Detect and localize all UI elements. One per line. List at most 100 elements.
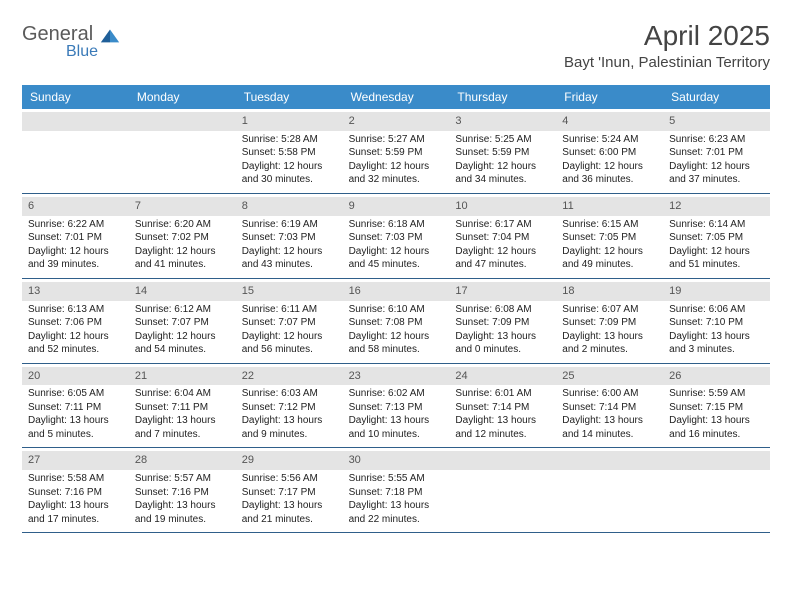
sunrise-text: Sunrise: 6:20 AM [135,218,230,232]
sunrise-text: Sunrise: 6:19 AM [242,218,337,232]
sunset-text: Sunset: 7:12 PM [242,401,337,415]
day-number [449,451,556,470]
sunset-text: Sunset: 7:03 PM [242,231,337,245]
sunrise-text: Sunrise: 6:00 AM [562,387,657,401]
day-number: 3 [449,112,556,131]
weekday-label: Saturday [663,85,770,109]
day-number: 22 [236,367,343,386]
daylight-text: Daylight: 12 hours and 58 minutes. [349,330,444,357]
sunset-text: Sunset: 7:15 PM [669,401,764,415]
day-cell: 12Sunrise: 6:14 AMSunset: 7:05 PMDayligh… [663,194,770,278]
sunrise-text: Sunrise: 6:18 AM [349,218,444,232]
day-number: 6 [22,197,129,216]
day-cell: 6Sunrise: 6:22 AMSunset: 7:01 PMDaylight… [22,194,129,278]
daylight-text: Daylight: 13 hours and 14 minutes. [562,414,657,441]
day-number: 25 [556,367,663,386]
day-number: 8 [236,197,343,216]
sunset-text: Sunset: 7:16 PM [135,486,230,500]
sunset-text: Sunset: 6:00 PM [562,146,657,160]
sunset-text: Sunset: 7:09 PM [562,316,657,330]
header: General Blue April 2025 Bayt 'Inun, Pale… [22,20,770,71]
daylight-text: Daylight: 13 hours and 3 minutes. [669,330,764,357]
day-cell: 27Sunrise: 5:58 AMSunset: 7:16 PMDayligh… [22,448,129,532]
day-cell: 29Sunrise: 5:56 AMSunset: 7:17 PMDayligh… [236,448,343,532]
day-number: 11 [556,197,663,216]
day-cell [449,448,556,532]
sunset-text: Sunset: 7:11 PM [28,401,123,415]
sunset-text: Sunset: 7:18 PM [349,486,444,500]
sunset-text: Sunset: 7:14 PM [562,401,657,415]
sunset-text: Sunset: 7:06 PM [28,316,123,330]
day-number: 5 [663,112,770,131]
sunrise-text: Sunrise: 5:57 AM [135,472,230,486]
day-number [663,451,770,470]
daylight-text: Daylight: 12 hours and 37 minutes. [669,160,764,187]
sunset-text: Sunset: 7:01 PM [669,146,764,160]
daylight-text: Daylight: 12 hours and 32 minutes. [349,160,444,187]
sunset-text: Sunset: 7:11 PM [135,401,230,415]
sunrise-text: Sunrise: 6:04 AM [135,387,230,401]
sunrise-text: Sunrise: 6:05 AM [28,387,123,401]
sunrise-text: Sunrise: 5:59 AM [669,387,764,401]
day-number: 21 [129,367,236,386]
sunset-text: Sunset: 7:16 PM [28,486,123,500]
day-cell: 5Sunrise: 6:23 AMSunset: 7:01 PMDaylight… [663,109,770,193]
sunrise-text: Sunrise: 6:01 AM [455,387,550,401]
daylight-text: Daylight: 12 hours and 51 minutes. [669,245,764,272]
sunset-text: Sunset: 5:59 PM [349,146,444,160]
sunset-text: Sunset: 5:58 PM [242,146,337,160]
sunrise-text: Sunrise: 6:12 AM [135,303,230,317]
weekday-label: Sunday [22,85,129,109]
daylight-text: Daylight: 13 hours and 21 minutes. [242,499,337,526]
daylight-text: Daylight: 12 hours and 43 minutes. [242,245,337,272]
sunrise-text: Sunrise: 6:02 AM [349,387,444,401]
weeks-container: 1Sunrise: 5:28 AMSunset: 5:58 PMDaylight… [22,109,770,533]
sunrise-text: Sunrise: 5:28 AM [242,133,337,147]
day-cell: 4Sunrise: 5:24 AMSunset: 6:00 PMDaylight… [556,109,663,193]
day-number: 17 [449,282,556,301]
sunrise-text: Sunrise: 6:17 AM [455,218,550,232]
daylight-text: Daylight: 13 hours and 7 minutes. [135,414,230,441]
day-number: 9 [343,197,450,216]
brand-logo: General Blue [22,24,121,60]
sunset-text: Sunset: 7:05 PM [669,231,764,245]
sunset-text: Sunset: 7:02 PM [135,231,230,245]
weekday-label: Friday [556,85,663,109]
daylight-text: Daylight: 13 hours and 12 minutes. [455,414,550,441]
triangle-icon [99,24,121,46]
sunset-text: Sunset: 7:17 PM [242,486,337,500]
day-number: 28 [129,451,236,470]
sunset-text: Sunset: 7:08 PM [349,316,444,330]
sunset-text: Sunset: 7:13 PM [349,401,444,415]
day-cell: 18Sunrise: 6:07 AMSunset: 7:09 PMDayligh… [556,279,663,363]
daylight-text: Daylight: 13 hours and 22 minutes. [349,499,444,526]
day-cell: 26Sunrise: 5:59 AMSunset: 7:15 PMDayligh… [663,364,770,448]
day-number: 30 [343,451,450,470]
day-number [556,451,663,470]
day-cell: 10Sunrise: 6:17 AMSunset: 7:04 PMDayligh… [449,194,556,278]
day-cell: 15Sunrise: 6:11 AMSunset: 7:07 PMDayligh… [236,279,343,363]
daylight-text: Daylight: 12 hours and 34 minutes. [455,160,550,187]
sunset-text: Sunset: 7:07 PM [135,316,230,330]
day-number: 20 [22,367,129,386]
week-row: 6Sunrise: 6:22 AMSunset: 7:01 PMDaylight… [22,194,770,279]
daylight-text: Daylight: 12 hours and 56 minutes. [242,330,337,357]
day-cell: 8 Sunrise: 6:19 AMSunset: 7:03 PMDaylight… [236,194,343,278]
day-cell [129,109,236,193]
day-number: 7 [129,197,236,216]
sunrise-text: Sunrise: 5:55 AM [349,472,444,486]
calendar-grid: SundayMondayTuesdayWednesdayThursdayFrid… [22,85,770,533]
day-number: 10 [449,197,556,216]
sunset-text: Sunset: 5:59 PM [455,146,550,160]
sunrise-text: Sunrise: 5:56 AM [242,472,337,486]
day-cell [556,448,663,532]
day-number: 12 [663,197,770,216]
daylight-text: Daylight: 13 hours and 19 minutes. [135,499,230,526]
day-cell: 21Sunrise: 6:04 AMSunset: 7:11 PMDayligh… [129,364,236,448]
sunrise-text: Sunrise: 6:13 AM [28,303,123,317]
sunrise-text: Sunrise: 6:08 AM [455,303,550,317]
day-cell: 3Sunrise: 5:25 AMSunset: 5:59 PMDaylight… [449,109,556,193]
day-number: 26 [663,367,770,386]
day-cell: 13Sunrise: 6:13 AMSunset: 7:06 PMDayligh… [22,279,129,363]
daylight-text: Daylight: 12 hours and 45 minutes. [349,245,444,272]
